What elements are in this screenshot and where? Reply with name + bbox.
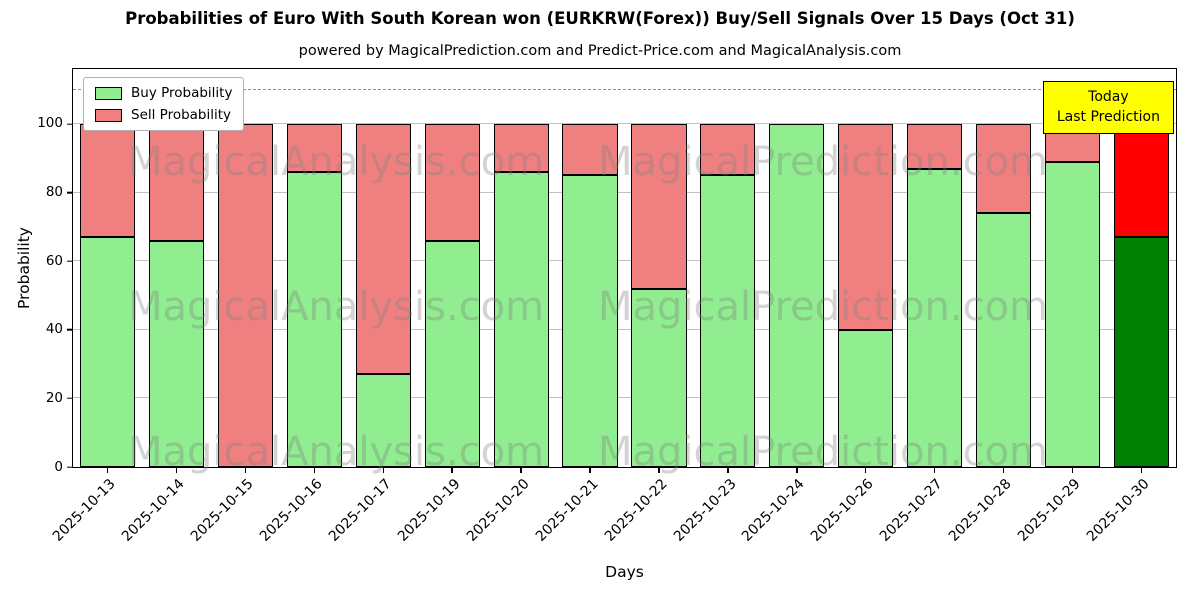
buy-probability-swatch <box>95 86 122 100</box>
x-tick-label: 2025-10-29 <box>1015 476 1084 545</box>
buy-bar-segment <box>700 175 756 467</box>
sell-probability-swatch <box>95 108 122 122</box>
sell-bar-segment <box>79 123 136 238</box>
x-tick-mark <box>1002 467 1005 473</box>
plot-area: Buy Probability Sell Probability Today L… <box>37 68 1177 545</box>
sell-bar-segment <box>700 123 756 176</box>
y-tick-label: 20 <box>45 389 63 406</box>
buy-bar-segment <box>769 123 825 467</box>
x-tick-label: 2025-10-28 <box>946 476 1015 545</box>
x-tick-label: 2025-10-21 <box>532 476 602 545</box>
x-tick-mark <box>658 467 660 473</box>
y-tick-mark <box>67 329 73 331</box>
legend-buy-label: Buy Probability <box>131 85 233 101</box>
buy-bar-segment <box>424 240 480 467</box>
buy-bar-segment <box>1113 237 1170 467</box>
sell-bar-segment <box>286 123 342 172</box>
chart-subtitle: powered by MagicalPrediction.com and Pre… <box>298 43 902 59</box>
x-tick-label: 2025-10-14 <box>118 476 188 545</box>
x-tick-label: 2025-10-30 <box>1083 476 1153 545</box>
gridline <box>73 122 1176 124</box>
x-tick-mark <box>451 467 453 473</box>
y-tick-mark <box>67 466 73 468</box>
x-tick-mark <box>382 467 384 473</box>
legend-entry-buy: Buy Probability <box>95 85 232 101</box>
buy-bar-segment <box>148 240 204 467</box>
sell-bar-segment <box>148 123 204 241</box>
sell-bar-segment <box>838 123 894 330</box>
x-tick-label: 2025-10-22 <box>601 476 671 545</box>
buy-bar-segment <box>493 171 549 467</box>
sell-bar-segment <box>217 123 273 467</box>
y-tick-mark <box>67 191 73 194</box>
buy-bar-segment <box>1045 161 1101 467</box>
x-tick-mark <box>796 467 798 473</box>
buy-bar-segment <box>562 175 618 467</box>
sell-bar-segment <box>493 123 549 172</box>
x-tick-mark <box>520 467 522 473</box>
sell-bar-segment <box>1113 123 1170 238</box>
sell-bar-segment <box>562 123 618 176</box>
x-tick-label: 2025-10-27 <box>877 476 947 545</box>
x-tick-mark <box>589 467 591 473</box>
x-tick-label: 2025-10-16 <box>256 476 326 545</box>
gridline <box>73 191 1176 193</box>
legend-entry-sell: Sell Probability <box>95 107 232 123</box>
x-tick-mark <box>106 467 109 473</box>
y-axis-label: Probability <box>15 227 33 309</box>
sell-bar-segment <box>976 123 1032 214</box>
sell-bar-segment <box>631 123 687 289</box>
legend: Buy Probability Sell Probability <box>83 77 245 131</box>
buy-bar-segment <box>838 329 894 467</box>
x-axis-label: Days <box>605 563 644 581</box>
buy-bar-segment <box>631 288 687 467</box>
buy-bar-segment <box>286 171 342 467</box>
x-tick-label: 2025-10-19 <box>394 476 464 545</box>
y-tick-label: 40 <box>45 321 63 338</box>
y-tick-mark <box>67 260 73 262</box>
y-tick-mark <box>67 397 73 400</box>
x-tick-mark <box>244 467 247 473</box>
x-tick-mark <box>1140 467 1143 473</box>
x-tick-mark <box>1071 467 1074 473</box>
x-tick-label: 2025-10-13 <box>49 476 119 545</box>
x-tick-mark <box>865 467 867 473</box>
y-tick-label: 100 <box>37 115 63 132</box>
buy-bar-segment <box>907 168 963 467</box>
x-tick-label: 2025-10-24 <box>739 476 809 545</box>
buy-bar-segment <box>976 213 1032 467</box>
gridline <box>73 397 1176 399</box>
dashed-reference-line <box>73 88 1176 90</box>
today-annotation: Today Last Prediction <box>1042 81 1174 134</box>
sell-bar-segment <box>424 123 480 241</box>
legend-sell-label: Sell Probability <box>131 107 232 123</box>
x-tick-label: 2025-10-15 <box>187 476 257 545</box>
x-tick-label: 2025-10-26 <box>808 476 878 545</box>
x-tick-mark <box>313 467 315 473</box>
sell-bar-segment <box>907 123 963 169</box>
chart-title: Probabilities of Euro With South Korean … <box>125 9 1075 28</box>
gridline <box>73 260 1176 262</box>
x-tick-mark <box>175 467 178 473</box>
y-tick-label: 60 <box>45 252 63 269</box>
y-tick-label: 0 <box>54 458 63 475</box>
sell-bar-segment <box>355 123 411 375</box>
buy-bar-segment <box>355 374 411 467</box>
x-tick-label: 2025-10-23 <box>670 476 740 545</box>
x-tick-label: 2025-10-20 <box>463 476 533 545</box>
gridline <box>73 328 1176 330</box>
buy-bar-segment <box>79 237 136 467</box>
x-tick-label: 2025-10-17 <box>325 476 395 545</box>
y-tick-label: 80 <box>45 183 63 200</box>
y-tick-mark <box>67 123 73 125</box>
today-annotation-line1: Today <box>1088 89 1129 105</box>
x-tick-mark <box>727 467 729 473</box>
today-annotation-line2: Last Prediction <box>1056 109 1160 126</box>
x-tick-mark <box>934 467 936 473</box>
